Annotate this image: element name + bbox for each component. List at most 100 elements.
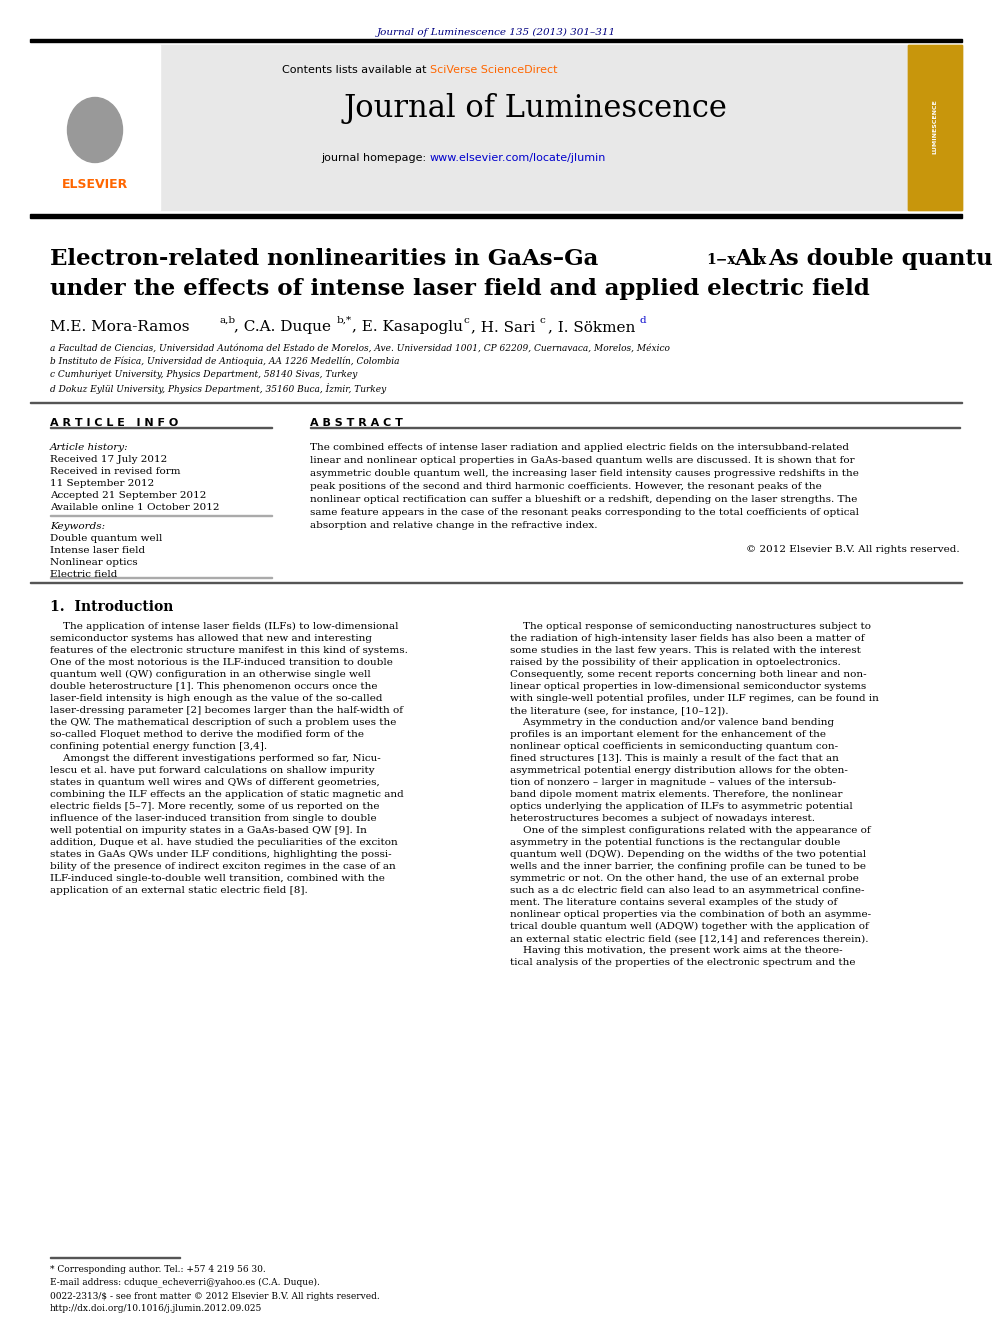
Text: double heterostructure [1]. This phenomenon occurs once the: double heterostructure [1]. This phenome… — [50, 681, 378, 691]
Text: addition, Duque et al. have studied the peculiarities of the exciton: addition, Duque et al. have studied the … — [50, 837, 398, 847]
Text: Received 17 July 2012: Received 17 July 2012 — [50, 455, 168, 464]
Text: laser-dressing parameter [2] becomes larger than the half-width of: laser-dressing parameter [2] becomes lar… — [50, 706, 403, 714]
Text: under the effects of intense laser field and applied electric field: under the effects of intense laser field… — [50, 278, 870, 300]
Text: As double quantum wells: As double quantum wells — [768, 247, 992, 270]
Text: linear and nonlinear optical properties in GaAs-based quantum wells are discusse: linear and nonlinear optical properties … — [310, 456, 855, 464]
Text: M.E. Mora-Ramos: M.E. Mora-Ramos — [50, 320, 189, 333]
Text: , C.A. Duque: , C.A. Duque — [234, 320, 331, 333]
Bar — [30, 582, 962, 583]
Text: One of the most notorious is the ILF-induced transition to double: One of the most notorious is the ILF-ind… — [50, 658, 393, 667]
Text: quantum well (DQW). Depending on the widths of the two potential: quantum well (DQW). Depending on the wid… — [510, 849, 866, 859]
Text: 1.  Introduction: 1. Introduction — [50, 601, 174, 614]
Text: Journal of Luminescence 135 (2013) 301–311: Journal of Luminescence 135 (2013) 301–3… — [376, 28, 616, 37]
Text: LUMINESCENCE: LUMINESCENCE — [932, 99, 937, 155]
Text: combining the ILF effects an the application of static magnetic and: combining the ILF effects an the applica… — [50, 790, 404, 799]
Text: band dipole moment matrix elements. Therefore, the nonlinear: band dipole moment matrix elements. Ther… — [510, 790, 842, 799]
Text: www.elsevier.com/locate/jlumin: www.elsevier.com/locate/jlumin — [430, 153, 606, 163]
Text: One of the simplest configurations related with the appearance of: One of the simplest configurations relat… — [510, 826, 871, 835]
Text: a,b: a,b — [220, 316, 236, 325]
Text: Double quantum well: Double quantum well — [50, 534, 163, 542]
Text: Keywords:: Keywords: — [50, 523, 105, 531]
Text: The optical response of semiconducting nanostructures subject to: The optical response of semiconducting n… — [510, 622, 871, 631]
Text: linear optical properties in low-dimensional semiconductor systems: linear optical properties in low-dimensi… — [510, 681, 866, 691]
Text: Journal of Luminescence: Journal of Luminescence — [343, 93, 727, 123]
Text: b,*: b,* — [337, 316, 352, 325]
Text: nonlinear optical rectification can suffer a blueshift or a redshift, depending : nonlinear optical rectification can suff… — [310, 495, 857, 504]
Text: 0022-2313/$ - see front matter © 2012 Elsevier B.V. All rights reserved.: 0022-2313/$ - see front matter © 2012 El… — [50, 1293, 380, 1301]
Text: Article history:: Article history: — [50, 443, 129, 452]
Text: SciVerse ScienceDirect: SciVerse ScienceDirect — [430, 65, 558, 75]
Text: confining potential energy function [3,4].: confining potential energy function [3,4… — [50, 742, 267, 751]
Text: with single-well potential profiles, under ILF regimes, can be found in: with single-well potential profiles, und… — [510, 695, 879, 703]
Text: asymmetric double quantum well, the increasing laser field intensity causes prog: asymmetric double quantum well, the incr… — [310, 468, 859, 478]
Text: quantum well (QW) configuration in an otherwise single well: quantum well (QW) configuration in an ot… — [50, 669, 371, 679]
Text: the radiation of high-intensity laser fields has also been a matter of: the radiation of high-intensity laser fi… — [510, 634, 864, 643]
Bar — [30, 38, 962, 42]
Text: tion of nonzero – larger in magnitude – values of the intersub-: tion of nonzero – larger in magnitude – … — [510, 778, 836, 787]
Text: A B S T R A C T: A B S T R A C T — [310, 418, 403, 429]
Text: Available online 1 October 2012: Available online 1 October 2012 — [50, 503, 219, 512]
Text: Consequently, some recent reports concerning both linear and non-: Consequently, some recent reports concer… — [510, 669, 867, 679]
Text: profiles is an important element for the enhancement of the: profiles is an important element for the… — [510, 730, 826, 740]
Text: absorption and relative change in the refractive index.: absorption and relative change in the re… — [310, 521, 597, 531]
Text: 11 September 2012: 11 September 2012 — [50, 479, 154, 488]
Text: ment. The literature contains several examples of the study of: ment. The literature contains several ex… — [510, 898, 837, 908]
Text: the QW. The mathematical description of such a problem uses the: the QW. The mathematical description of … — [50, 718, 397, 728]
Text: , E. Kasapoglu: , E. Kasapoglu — [352, 320, 463, 333]
Text: Having this motivation, the present work aims at the theore-: Having this motivation, the present work… — [510, 946, 842, 955]
Text: The combined effects of intense laser radiation and applied electric fields on t: The combined effects of intense laser ra… — [310, 443, 849, 452]
Text: optics underlying the application of ILFs to asymmetric potential: optics underlying the application of ILF… — [510, 802, 853, 811]
Text: raised by the possibility of their application in optoelectronics.: raised by the possibility of their appli… — [510, 658, 841, 667]
Text: E-mail address: cduque_echeverri@yahoo.es (C.A. Duque).: E-mail address: cduque_echeverri@yahoo.e… — [50, 1277, 319, 1287]
Text: Contents lists available at: Contents lists available at — [282, 65, 430, 75]
Text: wells and the inner barrier, the confining profile can be tuned to be: wells and the inner barrier, the confini… — [510, 863, 866, 871]
Text: peak positions of the second and third harmonic coefficients. However, the reson: peak positions of the second and third h… — [310, 482, 821, 491]
Text: ELSEVIER: ELSEVIER — [62, 179, 128, 192]
Text: d: d — [640, 316, 647, 325]
Bar — [908, 45, 962, 210]
Text: an external static electric field (see [12,14] and references therein).: an external static electric field (see [… — [510, 934, 869, 943]
Text: trical double quantum well (ADQW) together with the application of: trical double quantum well (ADQW) togeth… — [510, 922, 869, 931]
Text: tical analysis of the properties of the electronic spectrum and the: tical analysis of the properties of the … — [510, 958, 855, 967]
Text: same feature appears in the case of the resonant peaks corresponding to the tota: same feature appears in the case of the … — [310, 508, 859, 517]
Text: b Instituto de Física, Universidad de Antioquia, AA 1226 Medellín, Colombia: b Instituto de Física, Universidad de An… — [50, 357, 400, 366]
Text: * Corresponding author. Tel.: +57 4 219 56 30.: * Corresponding author. Tel.: +57 4 219 … — [50, 1265, 266, 1274]
Text: bility of the presence of indirect exciton regimes in the case of an: bility of the presence of indirect excit… — [50, 863, 396, 871]
Text: nonlinear optical properties via the combination of both an asymme-: nonlinear optical properties via the com… — [510, 910, 871, 919]
Text: well potential on impurity states in a GaAs-based QW [9]. In: well potential on impurity states in a G… — [50, 826, 367, 835]
Text: application of an external static electric field [8].: application of an external static electr… — [50, 886, 308, 894]
Bar — [30, 45, 160, 210]
Text: http://dx.doi.org/10.1016/j.jlumin.2012.09.025: http://dx.doi.org/10.1016/j.jlumin.2012.… — [50, 1304, 262, 1312]
Text: asymmetrical potential energy distribution allows for the obten-: asymmetrical potential energy distributi… — [510, 766, 848, 775]
Text: influence of the laser-induced transition from single to double: influence of the laser-induced transitio… — [50, 814, 377, 823]
Bar — [30, 401, 962, 404]
Text: Asymmetry in the conduction and/or valence band bending: Asymmetry in the conduction and/or valen… — [510, 718, 834, 728]
Text: lescu et al. have put forward calculations on shallow impurity: lescu et al. have put forward calculatio… — [50, 766, 375, 775]
Bar — [30, 214, 962, 218]
Text: features of the electronic structure manifest in this kind of systems.: features of the electronic structure man… — [50, 646, 408, 655]
Text: symmetric or not. On the other hand, the use of an external probe: symmetric or not. On the other hand, the… — [510, 875, 859, 882]
Text: Nonlinear optics: Nonlinear optics — [50, 558, 138, 568]
Text: Accepted 21 September 2012: Accepted 21 September 2012 — [50, 491, 206, 500]
Text: laser-field intensity is high enough as the value of the so-called: laser-field intensity is high enough as … — [50, 695, 383, 703]
Text: so-called Floquet method to derive the modified form of the: so-called Floquet method to derive the m… — [50, 730, 364, 740]
Text: ILF-induced single-to-double well transition, combined with the: ILF-induced single-to-double well transi… — [50, 875, 385, 882]
Text: x: x — [758, 253, 766, 267]
Text: The application of intense laser fields (ILFs) to low-dimensional: The application of intense laser fields … — [50, 622, 399, 631]
Text: states in quantum well wires and QWs of different geometries,: states in quantum well wires and QWs of … — [50, 778, 380, 787]
Text: asymmetry in the potential functions is the rectangular double: asymmetry in the potential functions is … — [510, 837, 840, 847]
Text: c: c — [463, 316, 469, 325]
Text: electric fields [5–7]. More recently, some of us reported on the: electric fields [5–7]. More recently, so… — [50, 802, 380, 811]
Text: a Facultad de Ciencias, Universidad Autónoma del Estado de Morelos, Ave. Univers: a Facultad de Ciencias, Universidad Autó… — [50, 344, 670, 353]
Text: journal homepage:: journal homepage: — [321, 153, 430, 163]
Text: nonlinear optical coefficients in semiconducting quantum con-: nonlinear optical coefficients in semico… — [510, 742, 838, 751]
Text: some studies in the last few years. This is related with the interest: some studies in the last few years. This… — [510, 646, 861, 655]
Text: Electron-related nonlinearities in GaAs–Ga: Electron-related nonlinearities in GaAs–… — [50, 247, 598, 270]
Text: A R T I C L E   I N F O: A R T I C L E I N F O — [50, 418, 179, 429]
Text: Received in revised form: Received in revised form — [50, 467, 181, 476]
Text: fined structures [13]. This is mainly a result of the fact that an: fined structures [13]. This is mainly a … — [510, 754, 839, 763]
Text: Al: Al — [734, 247, 761, 270]
Text: heterostructures becomes a subject of nowadays interest.: heterostructures becomes a subject of no… — [510, 814, 815, 823]
Text: the literature (see, for instance, [10–12]).: the literature (see, for instance, [10–1… — [510, 706, 728, 714]
Text: states in GaAs QWs under ILF conditions, highlighting the possi-: states in GaAs QWs under ILF conditions,… — [50, 849, 392, 859]
